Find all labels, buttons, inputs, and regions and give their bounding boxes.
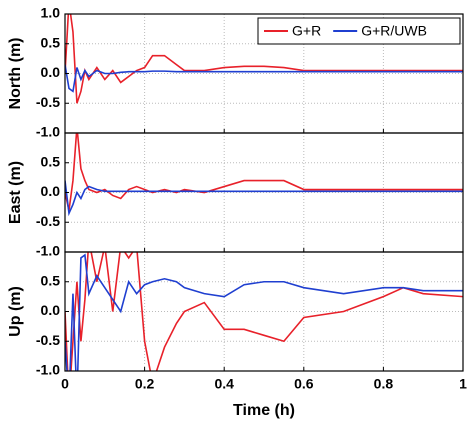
series-line bbox=[65, 252, 463, 371]
series-line bbox=[65, 180, 463, 217]
legend-box bbox=[257, 17, 461, 45]
y-axis-label: Up (m) bbox=[7, 286, 24, 337]
y-axis-label: East (m) bbox=[7, 161, 24, 224]
y-tick-label: -0.5 bbox=[36, 213, 60, 229]
y-tick-label: -1.0 bbox=[36, 362, 60, 378]
x-tick-label: 0.4 bbox=[214, 376, 234, 392]
x-axis-label: Time (h) bbox=[233, 402, 295, 419]
y-tick-label: 1.0 bbox=[41, 5, 61, 21]
series-line bbox=[65, 133, 463, 211]
x-tick-label: 0.6 bbox=[294, 376, 314, 392]
legend-label: G+R bbox=[292, 23, 321, 39]
y-tick-label: 0.0 bbox=[41, 183, 61, 199]
y-tick-label: 0.5 bbox=[41, 34, 61, 50]
y-tick-label: 0.0 bbox=[41, 302, 61, 318]
legend-label: G+R/UWB bbox=[361, 23, 427, 39]
y-tick-label: -0.5 bbox=[36, 94, 60, 110]
x-tick-label: 1 bbox=[459, 376, 467, 392]
y-tick-label: 0.5 bbox=[41, 153, 61, 169]
y-tick-label: 0.5 bbox=[41, 272, 61, 288]
y-tick-label: -1.0 bbox=[36, 243, 60, 259]
y-tick-label: 0.0 bbox=[41, 64, 61, 80]
x-tick-label: 0 bbox=[61, 376, 69, 392]
series-line bbox=[65, 253, 463, 371]
x-tick-label: 0.2 bbox=[135, 376, 155, 392]
y-tick-label: -1.0 bbox=[36, 124, 60, 140]
y-tick-label: -0.5 bbox=[36, 332, 60, 348]
x-tick-label: 0.8 bbox=[374, 376, 394, 392]
y-axis-label: North (m) bbox=[7, 38, 24, 110]
series-line bbox=[65, 64, 463, 93]
series-line bbox=[65, 14, 463, 104]
